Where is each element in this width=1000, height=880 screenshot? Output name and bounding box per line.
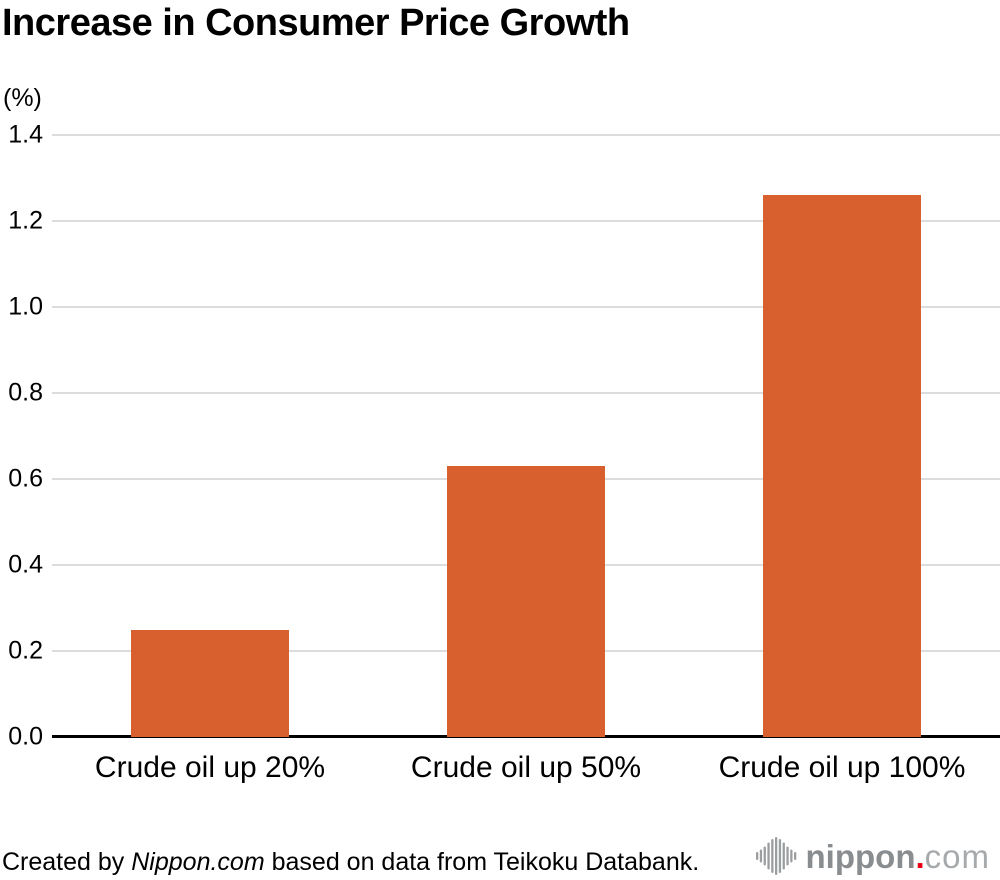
credit-suffix: based on data from Teikoku Databank. [264, 848, 700, 876]
gridline [52, 392, 1000, 394]
x-category-label: Crude oil up 20% [94, 751, 326, 784]
logo-brand-text: nippon [805, 837, 916, 875]
y-axis-unit-label: (%) [3, 84, 42, 112]
logo-dot: . [915, 837, 925, 875]
bar-crude-oil-up-100 [763, 195, 921, 737]
waveform-icon [755, 837, 796, 875]
nippon-logo: nippon.com [755, 836, 990, 876]
credit-source-name: Nippon.com [131, 848, 265, 876]
x-axis-labels: Crude oil up 20% Crude oil up 50% Crude oi… [52, 751, 1000, 785]
bar-crude-oil-up-20 [131, 629, 289, 737]
y-tick-label: 0.6 [8, 464, 43, 493]
y-tick-label: 0.4 [8, 550, 43, 579]
x-category-label: Crude oil up 50% [410, 751, 642, 784]
gridline [52, 220, 1000, 222]
bar-crude-oil-up-50 [447, 466, 605, 737]
y-tick-label: 1.0 [8, 292, 43, 321]
credit-prefix: Created by [2, 848, 132, 876]
source-credit: Created by Nippon.com based on data from… [2, 848, 699, 877]
x-category-label: Crude oil up 100% [718, 751, 966, 784]
chart-title: Increase in Consumer Price Growth [2, 2, 630, 44]
gridline [52, 306, 1000, 308]
y-tick-label: 1.2 [8, 206, 43, 235]
logo-tld-text: com [924, 837, 990, 875]
y-tick-label: 0.2 [8, 636, 43, 665]
logo-wordmark: nippon.com [806, 840, 990, 873]
plot-area: 0.0 0.2 0.4 0.6 0.8 1.0 1.2 1.4 [8, 121, 1000, 751]
y-tick-label: 0.8 [8, 378, 43, 407]
y-tick-label: 1.4 [8, 120, 43, 149]
gridline [52, 134, 1000, 136]
y-tick-label: 0.0 [8, 722, 43, 751]
